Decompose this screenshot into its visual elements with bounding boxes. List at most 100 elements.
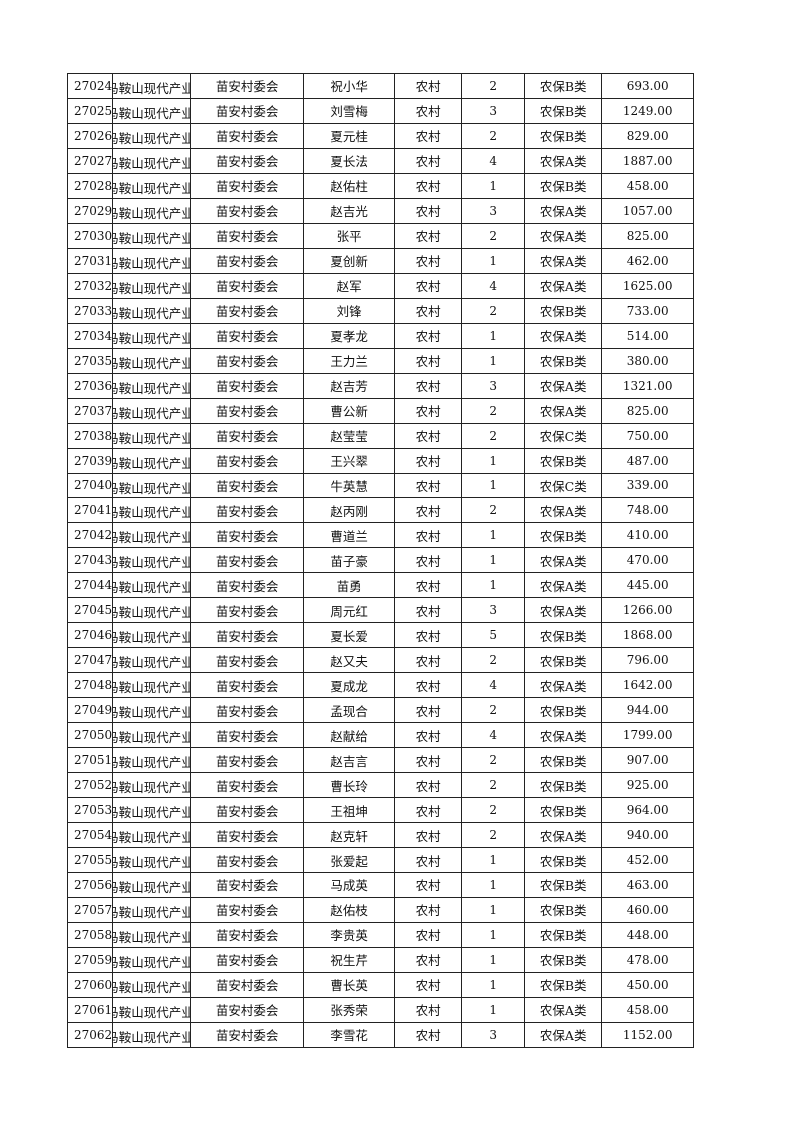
insurance-category-cell: 农保B类 <box>524 772 603 799</box>
person-name-cell: 夏长法 <box>303 147 396 174</box>
insurance-category-cell: 农保B类 <box>524 647 603 674</box>
table-row: 27046马鞍山现代产业苗安村委会夏长爱农村5农保B类1868.00 <box>66 622 695 649</box>
area-type-cell: 农村 <box>394 73 463 99</box>
amount-cell: 458.00 <box>601 172 695 199</box>
table-row: 27038马鞍山现代产业苗安村委会赵莹莹农村2农保C类750.00 <box>66 422 695 449</box>
table-row: 27030马鞍山现代产业苗安村委会张平农村2农保A类825.00 <box>66 222 695 249</box>
org-name: 马鞍山现代产业 <box>114 630 191 646</box>
org-name-cell: 马鞍山现代产业 <box>112 921 192 948</box>
table-row: 27031马鞍山现代产业苗安村委会夏创新农村1农保A类462.00 <box>66 247 695 274</box>
committee-cell: 苗安村委会 <box>190 971 305 998</box>
area-type-cell: 农村 <box>394 896 463 923</box>
org-name: 马鞍山现代产业 <box>114 330 191 346</box>
area-type-cell: 农村 <box>394 597 463 624</box>
row-id-cell: 27041 <box>66 497 114 524</box>
table-row: 27044马鞍山现代产业苗安村委会苗勇农村1农保A类445.00 <box>66 572 695 599</box>
insurance-category-cell: 农保B类 <box>524 122 603 149</box>
person-name-cell: 王力兰 <box>303 347 396 374</box>
area-type-cell: 农村 <box>394 272 463 299</box>
row-id-cell: 27039 <box>66 447 114 474</box>
household-count-cell: 2 <box>461 73 526 99</box>
table-row: 27042马鞍山现代产业苗安村委会曹道兰农村1农保B类410.00 <box>66 522 695 549</box>
org-name: 马鞍山现代产业 <box>114 505 191 521</box>
household-count-cell: 2 <box>461 497 526 524</box>
area-type-cell: 农村 <box>394 672 463 699</box>
row-id-cell: 27057 <box>66 896 114 923</box>
row-id-cell: 27044 <box>66 572 114 599</box>
org-name: 马鞍山现代产业 <box>114 230 191 246</box>
person-name-cell: 李雪花 <box>303 1021 396 1048</box>
household-count-cell: 1 <box>461 447 526 474</box>
area-type-cell: 农村 <box>394 697 463 724</box>
beneficiary-table: 27024马鞍山现代产业苗安村委会祝小华农村2农保B类693.0027025马鞍… <box>66 73 695 1048</box>
area-type-cell: 农村 <box>394 747 463 774</box>
person-name-cell: 刘锋 <box>303 297 396 324</box>
insurance-category-cell: 农保B类 <box>524 347 603 374</box>
org-name: 马鞍山现代产业 <box>114 605 191 621</box>
household-count-cell: 1 <box>461 921 526 948</box>
area-type-cell: 农村 <box>394 497 463 524</box>
amount-cell: 1887.00 <box>601 147 695 174</box>
amount-cell: 1266.00 <box>601 597 695 624</box>
insurance-category-cell: 农保A类 <box>524 272 603 299</box>
org-name-cell: 马鞍山现代产业 <box>112 272 192 299</box>
org-name: 马鞍山现代产业 <box>114 530 191 546</box>
org-name: 马鞍山现代产业 <box>114 455 191 471</box>
insurance-category-cell: 农保A类 <box>524 822 603 849</box>
org-name-cell: 马鞍山现代产业 <box>112 822 192 849</box>
person-name-cell: 周元红 <box>303 597 396 624</box>
committee-cell: 苗安村委会 <box>190 147 305 174</box>
household-count-cell: 1 <box>461 347 526 374</box>
org-name-cell: 马鞍山现代产业 <box>112 847 192 873</box>
row-id-cell: 27056 <box>66 872 114 898</box>
insurance-category-cell: 农保A类 <box>524 197 603 224</box>
org-name-cell: 马鞍山现代产业 <box>112 522 192 549</box>
household-count-cell: 2 <box>461 747 526 774</box>
area-type-cell: 农村 <box>394 822 463 849</box>
org-name-cell: 马鞍山现代产业 <box>112 946 192 973</box>
person-name-cell: 张爱起 <box>303 847 396 873</box>
committee-cell: 苗安村委会 <box>190 572 305 599</box>
area-type-cell: 农村 <box>394 647 463 674</box>
household-count-cell: 1 <box>461 847 526 873</box>
household-count-cell: 1 <box>461 572 526 599</box>
insurance-category-cell: 农保A类 <box>524 722 603 749</box>
table-row: 27045马鞍山现代产业苗安村委会周元红农村3农保A类1266.00 <box>66 597 695 624</box>
household-count-cell: 1 <box>461 247 526 274</box>
area-type-cell: 农村 <box>394 447 463 474</box>
table-row: 27054马鞍山现代产业苗安村委会赵克轩农村2农保A类940.00 <box>66 822 695 849</box>
org-name-cell: 马鞍山现代产业 <box>112 672 192 699</box>
table-row: 27035马鞍山现代产业苗安村委会王力兰农村1农保B类380.00 <box>66 347 695 374</box>
area-type-cell: 农村 <box>394 147 463 174</box>
committee-cell: 苗安村委会 <box>190 422 305 449</box>
table-row: 27057马鞍山现代产业苗安村委会赵佑枝农村1农保B类460.00 <box>66 896 695 923</box>
amount-cell: 944.00 <box>601 697 695 724</box>
area-type-cell: 农村 <box>394 97 463 124</box>
table-row: 27043马鞍山现代产业苗安村委会苗子豪农村1农保A类470.00 <box>66 547 695 574</box>
org-name: 马鞍山现代产业 <box>114 805 191 821</box>
org-name-cell: 马鞍山现代产业 <box>112 697 192 724</box>
row-id-cell: 27045 <box>66 597 114 624</box>
area-type-cell: 农村 <box>394 172 463 199</box>
insurance-category-cell: 农保A类 <box>524 996 603 1023</box>
org-name: 马鞍山现代产业 <box>114 755 191 771</box>
household-count-cell: 4 <box>461 272 526 299</box>
org-name: 马鞍山现代产业 <box>114 81 191 96</box>
org-name-cell: 马鞍山现代产业 <box>112 322 192 349</box>
amount-cell: 907.00 <box>601 747 695 774</box>
org-name: 马鞍山现代产业 <box>114 380 191 396</box>
committee-cell: 苗安村委会 <box>190 297 305 324</box>
committee-cell: 苗安村委会 <box>190 247 305 274</box>
person-name-cell: 苗勇 <box>303 572 396 599</box>
committee-cell: 苗安村委会 <box>190 347 305 374</box>
insurance-category-cell: 农保C类 <box>524 472 603 499</box>
insurance-category-cell: 农保B类 <box>524 522 603 549</box>
household-count-cell: 2 <box>461 797 526 824</box>
area-type-cell: 农村 <box>394 622 463 649</box>
table-row: 27036马鞍山现代产业苗安村委会赵吉芳农村3农保A类1321.00 <box>66 372 695 399</box>
area-type-cell: 农村 <box>394 1021 463 1048</box>
committee-cell: 苗安村委会 <box>190 622 305 649</box>
area-type-cell: 农村 <box>394 197 463 224</box>
amount-cell: 460.00 <box>601 896 695 923</box>
household-count-cell: 1 <box>461 522 526 549</box>
